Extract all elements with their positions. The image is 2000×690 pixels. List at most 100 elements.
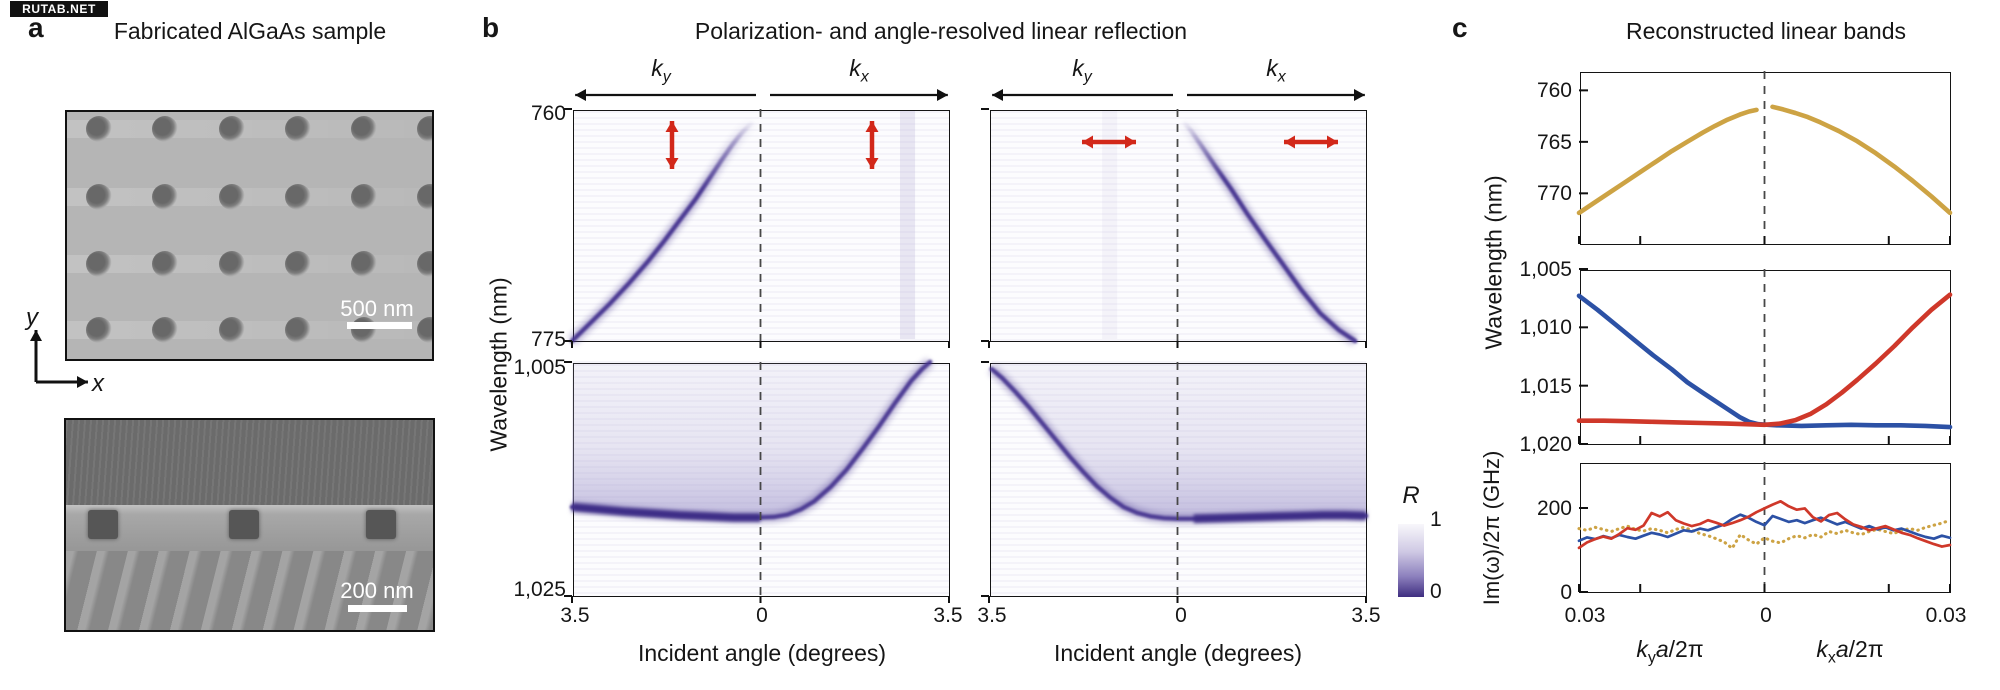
kx-sub: x: [860, 68, 869, 86]
sem-row-streak: [67, 120, 432, 138]
sem-hole: [285, 251, 311, 277]
heatmap-ypol-760nm: [564, 108, 951, 349]
b2-xtick-0: 0: [1175, 604, 1187, 627]
b-xlabel-col2: Incident angle (degrees): [1053, 640, 1303, 666]
c3-ytick-200: 200: [1536, 497, 1572, 520]
heatmap-xpol-760nm: [981, 108, 1368, 349]
sem-image-top-view: [65, 110, 434, 361]
b-ytick-1005: 1,005: [513, 356, 566, 379]
sem-hole: [86, 116, 112, 142]
c2-ytick-1010: 1,010: [1519, 316, 1572, 339]
c-xtick-0: 0: [1760, 604, 1772, 627]
c2-ytick-1005: 1,005: [1519, 258, 1572, 281]
scale-bar-200nm: [348, 605, 407, 612]
sem-hole: [285, 317, 311, 343]
sem-hole: [86, 317, 112, 343]
c-xlabel-ky: kya/2π: [1570, 636, 1770, 668]
ky-base: k: [1072, 55, 1084, 81]
kx-base: k: [849, 55, 861, 81]
colorbar-tick-0: 0: [1430, 580, 1442, 603]
sem-row-streak: [67, 255, 432, 273]
b1-xtick-left: 3.5: [560, 604, 590, 627]
b2-xtick-right: 3.5: [1351, 604, 1381, 627]
sem-hole: [351, 116, 377, 142]
sem-image-cross-section: [64, 418, 435, 632]
b2-xtick-left: 3.5: [977, 604, 1007, 627]
c1-ytick-770: 770: [1536, 182, 1572, 205]
ky-arrow-label-col2: ky: [1042, 55, 1122, 87]
panel-c-title: Reconstructed linear bands: [1626, 18, 1906, 44]
heatmap-canvas-b_lower_xpol: [981, 361, 1369, 604]
kx-base: k: [1266, 55, 1278, 81]
b1-xtick-right: 3.5: [933, 604, 963, 627]
c3-ytick-0: 0: [1560, 581, 1572, 604]
sem-hole: [219, 251, 245, 277]
linewidth-plot: [1577, 462, 1952, 594]
sem-hole: [219, 317, 245, 343]
scale-bar-500nm-label: 500 nm: [340, 296, 414, 321]
ky-sub: y: [662, 68, 671, 86]
line-canvas-c_top: [1577, 71, 1953, 245]
ky-arrow-label-col1: ky: [621, 55, 701, 87]
heatmap-canvas-b_lower_ypol: [564, 358, 951, 604]
bands-plot-1018nm: [1577, 268, 1953, 446]
sem-hole: [152, 317, 178, 343]
bands-plot-760nm: [1577, 71, 1953, 245]
heatmap-canvas-b_upper_xpol: [981, 108, 1368, 349]
sem-hole: [417, 116, 432, 142]
kx-arrow-label-col1: kx: [819, 55, 899, 87]
c-ky-a: a: [1655, 636, 1669, 662]
colorbar-label: R: [1402, 482, 1420, 509]
sem-hole: [219, 184, 245, 210]
sem-hole: [86, 251, 112, 277]
c2-ytick-1020: 1,020: [1519, 433, 1572, 456]
k-direction-arrows-col1: [575, 89, 948, 101]
c1-ytick-765: 765: [1536, 131, 1572, 154]
scale-bar-500nm: [347, 322, 412, 329]
c-kx-base: k: [1816, 636, 1828, 662]
ky-sub: y: [1083, 68, 1092, 86]
c-xlabel-kx: kxa/2π: [1750, 636, 1950, 668]
b1-xtick-0: 0: [756, 604, 768, 627]
sem-hole: [152, 251, 178, 277]
b-ytick-775: 775: [530, 328, 566, 351]
xy-axes-arrows-icon: [30, 330, 88, 388]
scale-bar-200nm-label: 200 nm: [340, 578, 414, 603]
panel-b-letter: b: [482, 12, 500, 43]
panel-b-title: Polarization- and angle-resolved linear …: [694, 18, 1188, 44]
sem-hole: [285, 116, 311, 142]
kx-arrow-label-col2: kx: [1236, 55, 1316, 87]
b-ytick-760: 760: [530, 102, 566, 125]
axis-x-label: x: [92, 370, 104, 397]
sem-hole: [152, 184, 178, 210]
c-ky-sub: y: [1647, 649, 1656, 667]
panel-a-title: Fabricated AlGaAs sample: [113, 18, 387, 44]
c-ky-base: k: [1636, 636, 1648, 662]
c-ky-rest: /2π: [1668, 636, 1704, 662]
panel-c-letter: c: [1452, 12, 1468, 43]
sem-hole: [417, 317, 432, 343]
heatmap-xpol-1018nm: [981, 361, 1369, 604]
panel-a-letter: a: [28, 12, 44, 43]
sem-row-streak: [67, 188, 432, 206]
c-xtick-left: 0.03: [1564, 604, 1606, 627]
sem-hole: [152, 116, 178, 142]
b-xlabel-col1: Incident angle (degrees): [637, 640, 887, 666]
line-canvas-c_middle: [1577, 268, 1953, 446]
sem-hole: [285, 184, 311, 210]
sem-hole: [417, 251, 432, 277]
sem-hole: [351, 184, 377, 210]
watermark-badge: RUTAB.NET: [10, 1, 108, 17]
colorbar-gradient: [1398, 524, 1424, 597]
axis-y-label: y: [26, 304, 38, 331]
sem-etched-hole-cross-section: [366, 510, 396, 539]
sem-hole: [351, 251, 377, 277]
b-ylabel: Wavelength (nm): [485, 277, 512, 452]
c-xtick-right: 0.03: [1925, 604, 1967, 627]
heatmap-ypol-1018nm: [564, 358, 951, 604]
ky-base: k: [651, 55, 663, 81]
line-canvas-c_bottom: [1577, 462, 1952, 594]
sem-background-region: [66, 420, 433, 505]
c-kx-a: a: [1835, 636, 1849, 662]
